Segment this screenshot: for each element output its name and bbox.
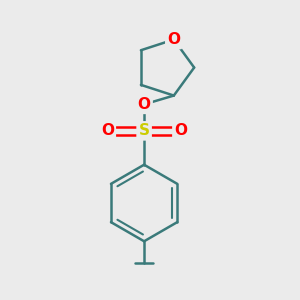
Text: O: O [101,123,114,138]
Text: O: O [138,97,151,112]
Text: O: O [167,32,180,47]
Text: S: S [139,123,150,138]
Text: O: O [174,123,188,138]
